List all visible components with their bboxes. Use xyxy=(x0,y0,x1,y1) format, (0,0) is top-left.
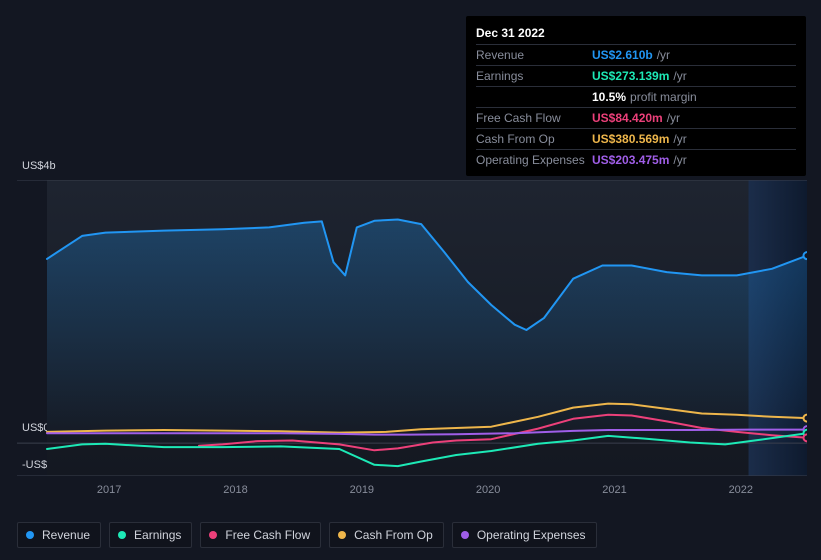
y-tick-4b: US$4b xyxy=(22,160,56,172)
tooltip-date: Dec 31 2022 xyxy=(476,22,796,45)
legend-item[interactable]: Operating Expenses xyxy=(452,522,597,548)
x-tick: 2019 xyxy=(350,484,374,496)
legend-label: Free Cash Flow xyxy=(225,528,310,542)
x-tick: 2018 xyxy=(223,484,247,496)
tooltip-row-value: US$203.475m xyxy=(592,151,669,169)
data-tooltip: Dec 31 2022 RevenueUS$2.610b /yrEarnings… xyxy=(466,16,806,176)
x-tick: 2020 xyxy=(476,484,500,496)
tooltip-row: Operating ExpensesUS$203.475m /yr xyxy=(476,150,796,170)
legend-item[interactable]: Revenue xyxy=(17,522,101,548)
tooltip-row-value: US$84.420m xyxy=(592,109,663,127)
tooltip-row-suffix: /yr xyxy=(673,67,686,85)
legend-label: Revenue xyxy=(42,528,90,542)
tooltip-row-suffix: /yr xyxy=(673,151,686,169)
tooltip-row-value: US$2.610b xyxy=(592,46,653,64)
tooltip-row: EarningsUS$273.139m /yr xyxy=(476,66,796,87)
tooltip-row-label: Free Cash Flow xyxy=(476,109,592,127)
tooltip-row-suffix: /yr xyxy=(667,109,680,127)
legend-item[interactable]: Free Cash Flow xyxy=(200,522,321,548)
tooltip-row-label: Operating Expenses xyxy=(476,151,592,169)
tooltip-row: 10.5% profit margin xyxy=(476,87,796,108)
legend-item[interactable]: Cash From Op xyxy=(329,522,444,548)
tooltip-row-label: Earnings xyxy=(476,67,592,85)
tooltip-row-suffix: profit margin xyxy=(630,88,697,106)
x-tick: 2022 xyxy=(729,484,753,496)
tooltip-row: Free Cash FlowUS$84.420m /yr xyxy=(476,108,796,129)
legend-label: Operating Expenses xyxy=(477,528,586,542)
tooltip-row-value: US$273.139m xyxy=(592,67,669,85)
legend-dot-icon xyxy=(461,531,469,539)
tooltip-row-label: Cash From Op xyxy=(476,130,592,148)
tooltip-row-suffix: /yr xyxy=(673,130,686,148)
tooltip-row: Cash From OpUS$380.569m /yr xyxy=(476,129,796,150)
tooltip-row-value: US$380.569m xyxy=(592,130,669,148)
endpoint-marker xyxy=(804,434,808,441)
endpoint-marker xyxy=(804,252,808,259)
endpoint-marker xyxy=(804,415,808,422)
legend-dot-icon xyxy=(209,531,217,539)
tooltip-row-value: 10.5% xyxy=(592,88,626,106)
tooltip-row-label: Revenue xyxy=(476,46,592,64)
legend-dot-icon xyxy=(338,531,346,539)
tooltip-row-label xyxy=(476,88,592,106)
legend-dot-icon xyxy=(118,531,126,539)
x-tick: 2021 xyxy=(602,484,626,496)
legend-dot-icon xyxy=(26,531,34,539)
x-tick: 2017 xyxy=(97,484,121,496)
tooltip-row: RevenueUS$2.610b /yr xyxy=(476,45,796,66)
legend-item[interactable]: Earnings xyxy=(109,522,192,548)
line-chart[interactable] xyxy=(17,180,807,476)
legend-label: Cash From Op xyxy=(354,528,433,542)
chart-legend: Revenue Earnings Free Cash Flow Cash From O… xyxy=(17,522,597,548)
x-axis: 2017 2018 2019 2020 2021 2022 xyxy=(46,484,804,496)
tooltip-row-suffix: /yr xyxy=(657,46,670,64)
legend-label: Earnings xyxy=(134,528,181,542)
